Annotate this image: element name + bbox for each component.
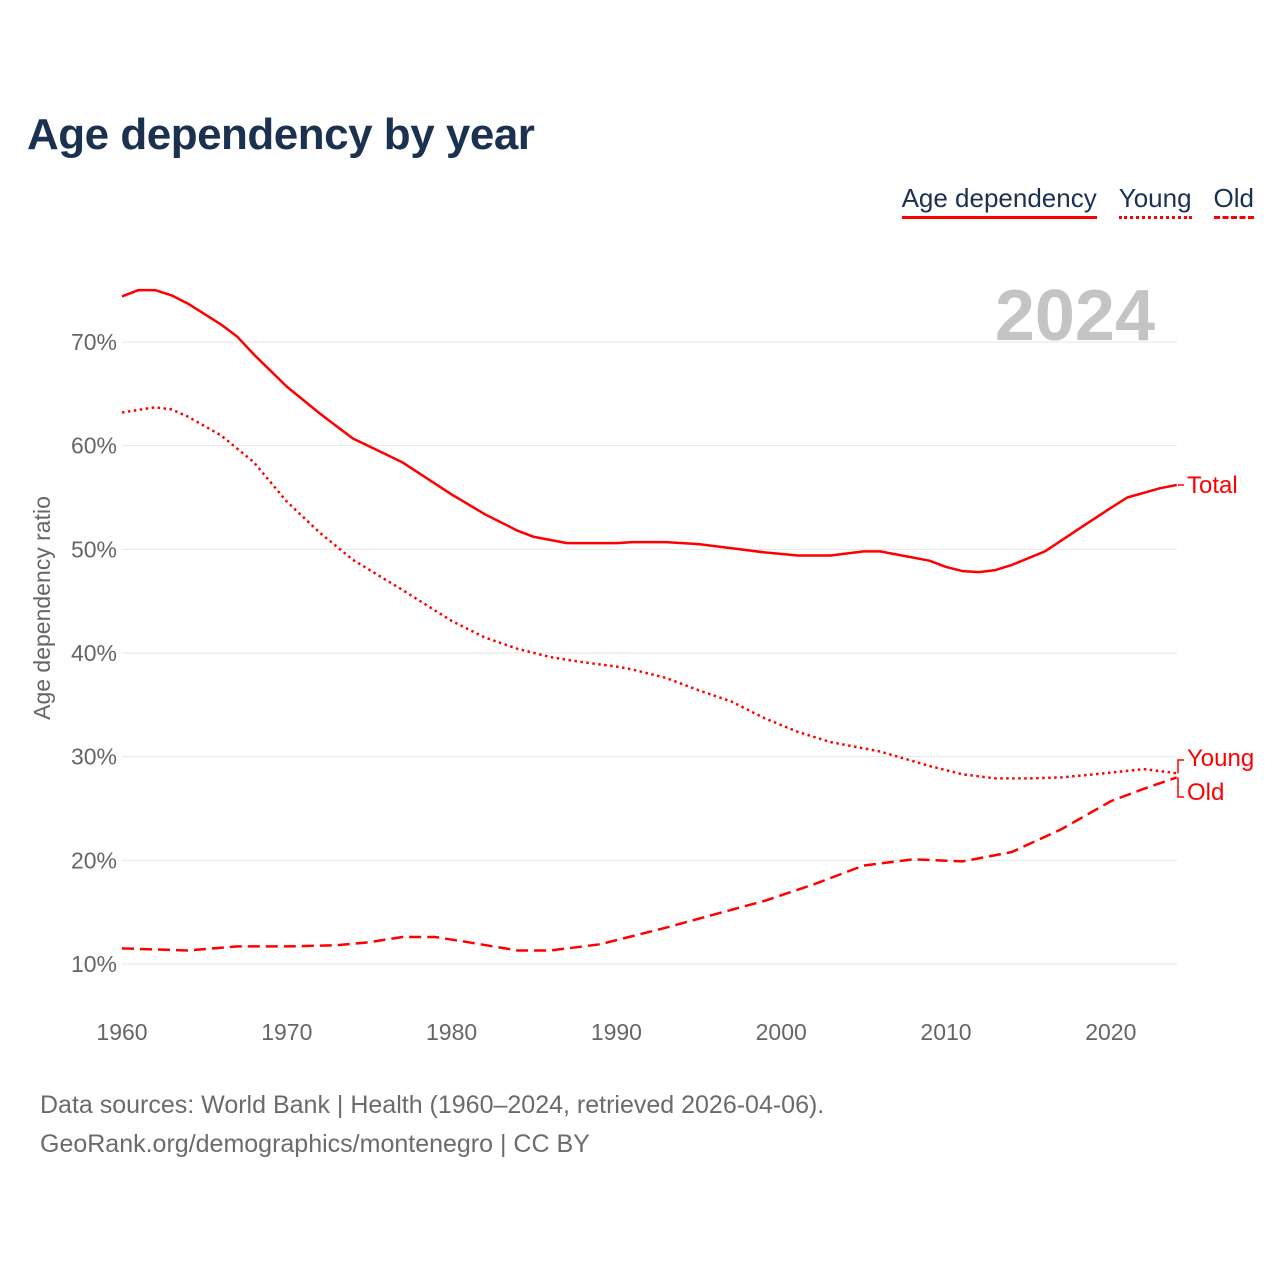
x-tick-label: 2000	[756, 1019, 807, 1045]
x-tick-label: 1960	[96, 1019, 147, 1045]
series-line-old	[121, 776, 1178, 952]
y-tick-label: 40%	[71, 640, 117, 666]
chart-title: Age dependency by year	[27, 110, 535, 159]
series-line-total	[121, 288, 1177, 574]
footer: Data sources: World Bank | Health (1960–…	[40, 1086, 824, 1164]
attribution-link[interactable]: GeoRank.org/demographics/montenegro | CC…	[40, 1130, 590, 1158]
series-line-young	[121, 406, 1177, 780]
source-note: Data sources: World Bank | Health (1960–…	[40, 1091, 825, 1119]
x-tick-label: 1980	[426, 1019, 477, 1045]
legend-item-young[interactable]: Young	[1118, 183, 1192, 219]
year-watermark: 2024	[995, 276, 1155, 356]
end-label-young: Young	[1187, 745, 1254, 772]
legend-item-old[interactable]: Old	[1213, 183, 1254, 219]
legend: Age dependency Young Old	[901, 183, 1254, 219]
y-tick-label: 20%	[71, 847, 117, 873]
y-tick-label: 10%	[71, 951, 117, 977]
x-tick-label: 1970	[261, 1019, 312, 1045]
y-tick-label: 30%	[71, 744, 117, 770]
x-tick-label: 1990	[591, 1019, 642, 1045]
y-tick-label: 60%	[71, 433, 117, 459]
legend-item-age-dependency[interactable]: Age dependency	[901, 183, 1097, 219]
y-tick-label: 50%	[71, 536, 117, 562]
x-tick-label: 2020	[1085, 1019, 1136, 1045]
x-tick-label: 2010	[920, 1019, 971, 1045]
end-label-old: Old	[1187, 779, 1224, 806]
end-label-total: Total	[1187, 472, 1238, 499]
leader-line	[1177, 759, 1184, 774]
y-axis-label: Age dependency ratio	[29, 496, 55, 720]
y-tick-label: 70%	[71, 329, 117, 355]
leader-line	[1177, 777, 1184, 798]
